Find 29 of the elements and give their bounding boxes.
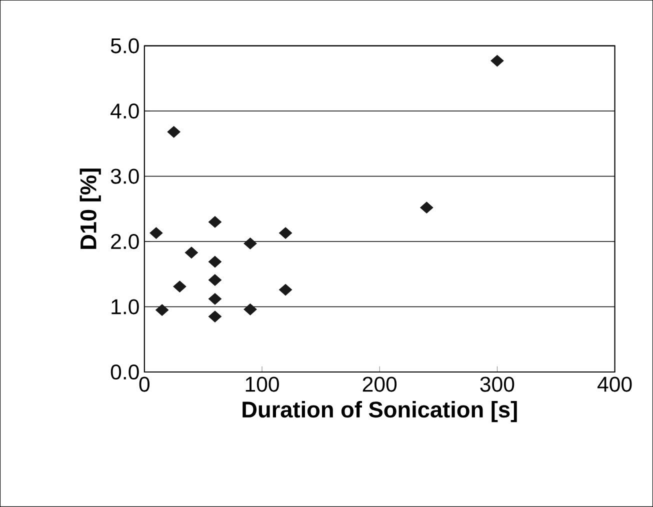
y-tick-label: 4.0 [110,104,139,119]
y-tick-label: 5.0 [110,38,139,54]
point [208,310,222,322]
point [420,202,434,214]
point [490,54,504,67]
y-tick-label: 2.0 [111,234,139,250]
y-axis-title: D10 [%] [80,168,101,249]
point [244,304,257,316]
point [208,216,222,228]
x-axis-title: Duration of Sonication [s] [242,401,517,422]
x-tick-label: 0 [139,376,150,392]
x-tick-label: 200 [362,376,397,392]
point [208,256,222,268]
point [244,238,257,250]
x-tick-label: 100 [246,376,279,392]
point [173,280,186,292]
point [208,274,222,286]
point [167,126,180,138]
point [155,304,169,316]
y-tick-label: 3.0 [110,168,139,184]
y-tick-label: 1.0 [112,299,139,314]
point [208,293,222,305]
point [184,246,198,259]
point [150,227,163,239]
point [278,284,292,296]
y-tick-label: 0.0 [110,364,139,380]
x-tick-label: 300 [480,376,514,392]
x-tick-label: 400 [597,376,632,392]
point [278,227,292,239]
